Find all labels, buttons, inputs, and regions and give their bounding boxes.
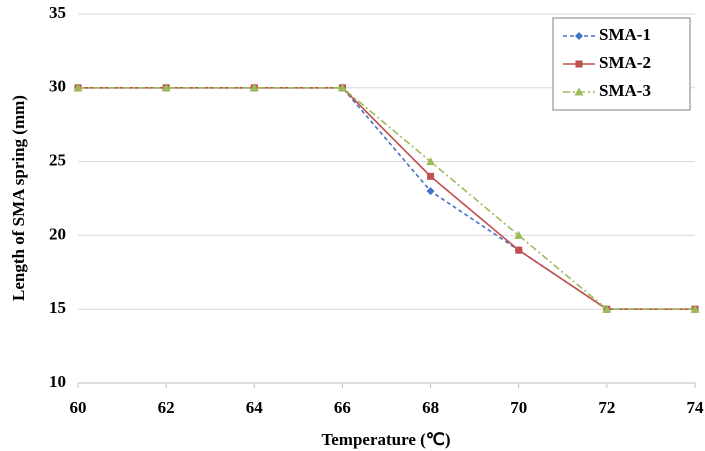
series-line [78, 87, 695, 310]
x-tick-label: 60 [70, 398, 87, 417]
marker [575, 32, 583, 40]
x-tick-label: 66 [334, 398, 351, 417]
marker [575, 60, 583, 68]
marker [249, 83, 259, 92]
marker [574, 87, 584, 96]
x-tick-label: 64 [246, 398, 264, 417]
x-axis-label: Temperature (℃) [321, 430, 450, 449]
marker [515, 246, 523, 254]
legend-label: SMA-3 [599, 81, 651, 100]
series-line [78, 87, 695, 310]
legend-label: SMA-1 [599, 25, 651, 44]
series-line [78, 87, 695, 310]
legend: SMA-1 SMA-2 SMA-3 [552, 17, 691, 111]
marker [426, 157, 436, 166]
y-tick-label: 35 [49, 3, 66, 22]
y-axis-label: Length of SMA spring (mm) [9, 95, 28, 301]
marker [426, 187, 435, 196]
legend-label: SMA-2 [599, 53, 651, 72]
y-tick-label: 20 [49, 224, 66, 243]
y-tick-label: 15 [49, 298, 66, 317]
y-tick-label: 30 [49, 77, 66, 96]
marker [602, 304, 612, 313]
marker [690, 304, 700, 313]
marker [161, 83, 171, 92]
x-tick-label: 68 [422, 398, 439, 417]
x-tick-label: 74 [687, 398, 705, 417]
marker [73, 83, 83, 92]
x-tick-label: 62 [158, 398, 175, 417]
x-tick-label: 72 [598, 398, 615, 417]
x-tick-label: 70 [510, 398, 527, 417]
marker [514, 230, 524, 239]
marker [427, 172, 435, 180]
y-tick-label: 25 [49, 151, 66, 170]
y-tick-label: 10 [49, 372, 66, 391]
marker [337, 83, 347, 92]
